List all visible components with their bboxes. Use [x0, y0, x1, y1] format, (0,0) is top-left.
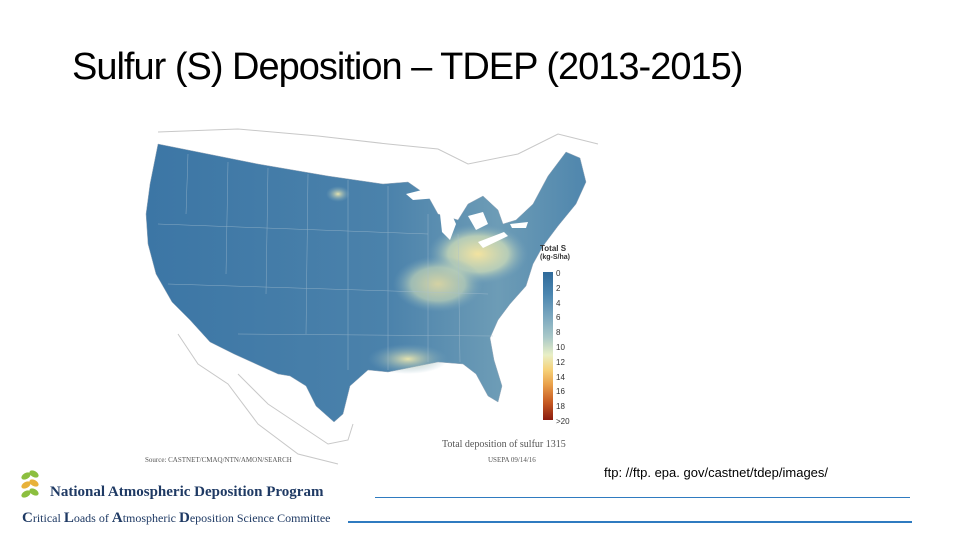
legend-tick-label: 0 [556, 269, 561, 278]
legend-tick-label: 12 [556, 357, 565, 367]
legend-tick-label: 2 [556, 283, 561, 293]
map-caption-agency: USEPA 09/14/16 [488, 456, 536, 464]
legend-tick-label: 18 [556, 402, 565, 412]
source-url-link[interactable]: ftp: //ftp. epa. gov/castnet/tdep/images… [604, 465, 829, 480]
conus-shape [145, 143, 587, 423]
map-caption-source: Source: CASTNET/CMAQ/NTN/AMON/SEARCH [145, 456, 292, 464]
slide-title: Sulfur (S) Deposition – TDEP (2013-2015) [72, 46, 743, 88]
legend-tick-label: 10 [556, 342, 565, 352]
us-map-image [145, 128, 599, 465]
footer-rule-top [375, 497, 910, 498]
legend-color-bar [543, 272, 553, 420]
color-legend: Total S (kg-S/ha) 0 2 4 6 8 10 12 14 16 18 >20 [540, 244, 600, 426]
org-name: National Atmospheric Deposition Program [50, 484, 324, 500]
footer-rule-bottom [348, 521, 912, 523]
legend-tick-label: >20 [556, 416, 570, 426]
nadp-leaf-logo-icon [21, 470, 39, 498]
legend-tick-label: 8 [556, 328, 561, 338]
legend-title: Total S [540, 244, 567, 253]
map-caption-total: Total deposition of sulfur 1315 [442, 439, 566, 450]
legend-tick-label: 6 [556, 313, 561, 323]
sulfur-deposition-map: Total S (kg-S/ha) 0 2 4 6 8 10 12 14 16 18 >20 [138, 124, 608, 470]
committee-name: Critical Loads of Atmospheric Deposition… [22, 510, 331, 526]
legend-unit: (kg-S/ha) [540, 254, 570, 261]
legend-ticks: 0 2 4 6 8 10 12 14 16 18 >20 [556, 267, 570, 430]
legend-tick-label: 16 [556, 387, 565, 397]
legend-tick-label: 4 [556, 298, 561, 308]
legend-tick-label: 14 [556, 372, 565, 382]
